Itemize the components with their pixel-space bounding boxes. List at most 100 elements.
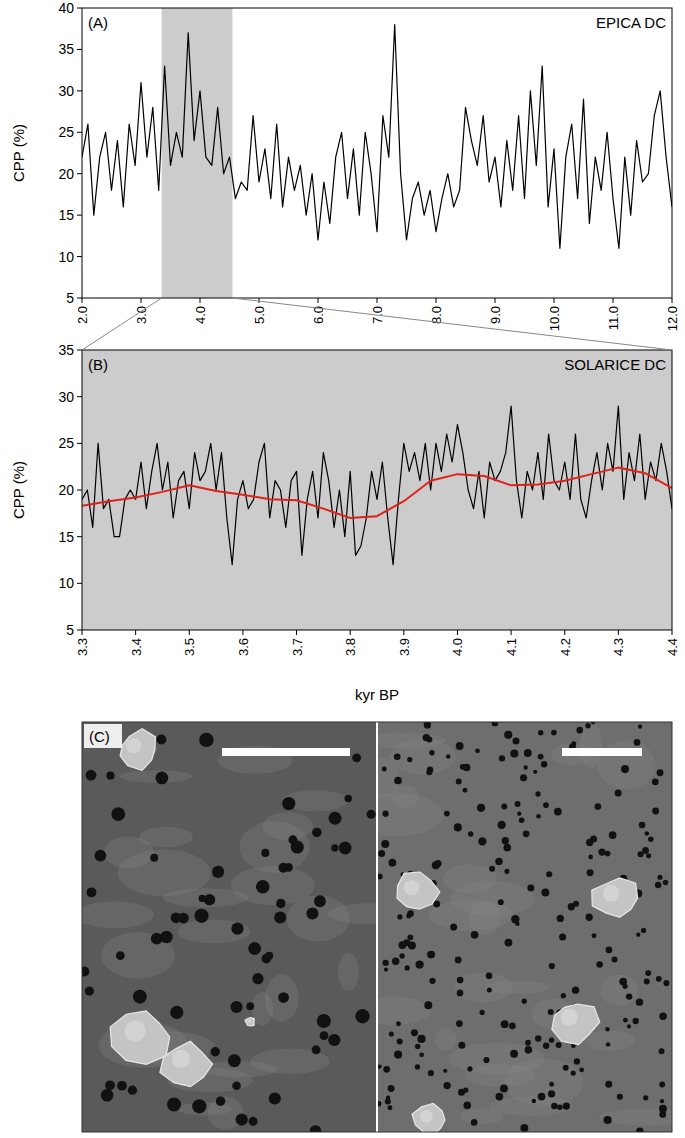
- sem-pore: [456, 1020, 463, 1027]
- sem-pore: [598, 848, 605, 855]
- sem-pore: [394, 753, 401, 760]
- scale-bar: [222, 748, 350, 756]
- sem-pore: [572, 986, 579, 993]
- sem-pore: [512, 737, 519, 744]
- sem-pore: [595, 803, 602, 810]
- x-tick-label: 3.5: [182, 638, 197, 656]
- sem-pore: [551, 1103, 557, 1109]
- y-tick-label: 25: [58, 435, 74, 451]
- sem-pore: [230, 1001, 242, 1013]
- x-tick-label: 10.0: [547, 306, 562, 331]
- x-tick: [457, 630, 458, 635]
- sem-pore: [605, 1081, 612, 1088]
- sem-pore: [646, 853, 651, 858]
- plot-area: [82, 350, 672, 630]
- sem-pore: [574, 1058, 580, 1064]
- line: [82, 406, 672, 565]
- sem-pore: [317, 1014, 331, 1028]
- sem-pore: [617, 1094, 623, 1100]
- sem-texture: [139, 827, 192, 848]
- sem-texture: [251, 992, 273, 1026]
- sem-pore: [606, 1042, 610, 1046]
- sem-texture: [460, 1108, 504, 1124]
- y-tick: [77, 8, 82, 9]
- sem-pore: [551, 730, 557, 736]
- sem-pore: [367, 810, 376, 819]
- label-patch: [84, 724, 122, 748]
- sem-pore: [456, 778, 462, 784]
- sem-pore: [504, 844, 512, 852]
- sem-frame: [82, 722, 672, 1132]
- sem-pore: [475, 748, 480, 753]
- sem-pore: [549, 963, 555, 969]
- sem-pore: [504, 869, 509, 874]
- y-tick: [77, 132, 82, 133]
- sem-pore: [637, 851, 643, 857]
- sem-pore: [495, 1093, 503, 1101]
- sem-pore: [204, 894, 215, 905]
- sem-pore: [623, 1018, 628, 1023]
- sem-pore: [388, 1105, 393, 1110]
- line: [82, 25, 672, 249]
- sem-pore: [388, 1085, 395, 1092]
- x-tick-label: 4.1: [504, 638, 519, 656]
- sem-pore: [329, 812, 342, 825]
- data-group: [82, 25, 672, 249]
- x-tick-label: 3.3: [75, 638, 90, 656]
- sem-pore: [471, 931, 479, 939]
- sem-pore: [427, 951, 434, 958]
- sem-texture: [177, 920, 250, 944]
- sem-texture: [486, 981, 549, 994]
- sem-pore: [389, 1031, 394, 1036]
- sem-pore: [378, 874, 383, 880]
- sem-image: [378, 722, 672, 1132]
- sem-pore: [615, 789, 622, 796]
- sem-texture: [207, 1097, 243, 1130]
- x-tick: [82, 630, 83, 635]
- sem-pore: [576, 727, 583, 734]
- chart-title: SOLARICE DC: [564, 356, 666, 373]
- sem-texture: [282, 790, 348, 811]
- x-tick-label: 4.0: [450, 638, 465, 656]
- x-tick: [296, 630, 297, 635]
- sem-pore: [256, 880, 270, 894]
- sem-pore: [446, 754, 451, 759]
- x-tick: [82, 298, 83, 303]
- sem-pore: [563, 1102, 570, 1109]
- sem-highlight: [603, 885, 620, 902]
- sem-pore: [167, 1098, 181, 1112]
- sem-pore: [467, 1066, 472, 1071]
- x-tick: [495, 298, 496, 303]
- sem-pore: [520, 774, 527, 781]
- sem-pore: [428, 951, 436, 959]
- sem-pore: [388, 859, 396, 867]
- frame: [82, 8, 672, 298]
- sem-pore: [160, 931, 172, 943]
- y-tick-label: 15: [58, 529, 74, 545]
- sem-pore: [645, 970, 651, 976]
- sem-highlight: [126, 738, 141, 753]
- sem-pore: [415, 960, 423, 968]
- sem-pore: [509, 1023, 516, 1030]
- sem-pore: [86, 770, 97, 781]
- sem-pore: [659, 1012, 667, 1020]
- y-tick-label: 5: [66, 622, 74, 638]
- sem-pore: [86, 887, 96, 897]
- sem-pore: [192, 1099, 206, 1113]
- sem-pore: [457, 990, 464, 997]
- sem-pore: [378, 1101, 381, 1107]
- sem-pore: [406, 913, 411, 918]
- x-tick: [672, 630, 673, 635]
- sem-pore: [150, 854, 158, 862]
- sem-pore: [382, 766, 387, 771]
- sem-pore: [383, 1066, 390, 1073]
- x-tick: [613, 298, 614, 303]
- sem-particle: [552, 1004, 600, 1045]
- sem-pore: [116, 951, 125, 960]
- sem-pore: [585, 723, 590, 728]
- sem-pore: [383, 811, 389, 817]
- sem-pore: [557, 915, 564, 922]
- x-tick-label: 12.0: [665, 306, 680, 331]
- sem-pore: [648, 837, 653, 842]
- sem-pore: [429, 978, 435, 984]
